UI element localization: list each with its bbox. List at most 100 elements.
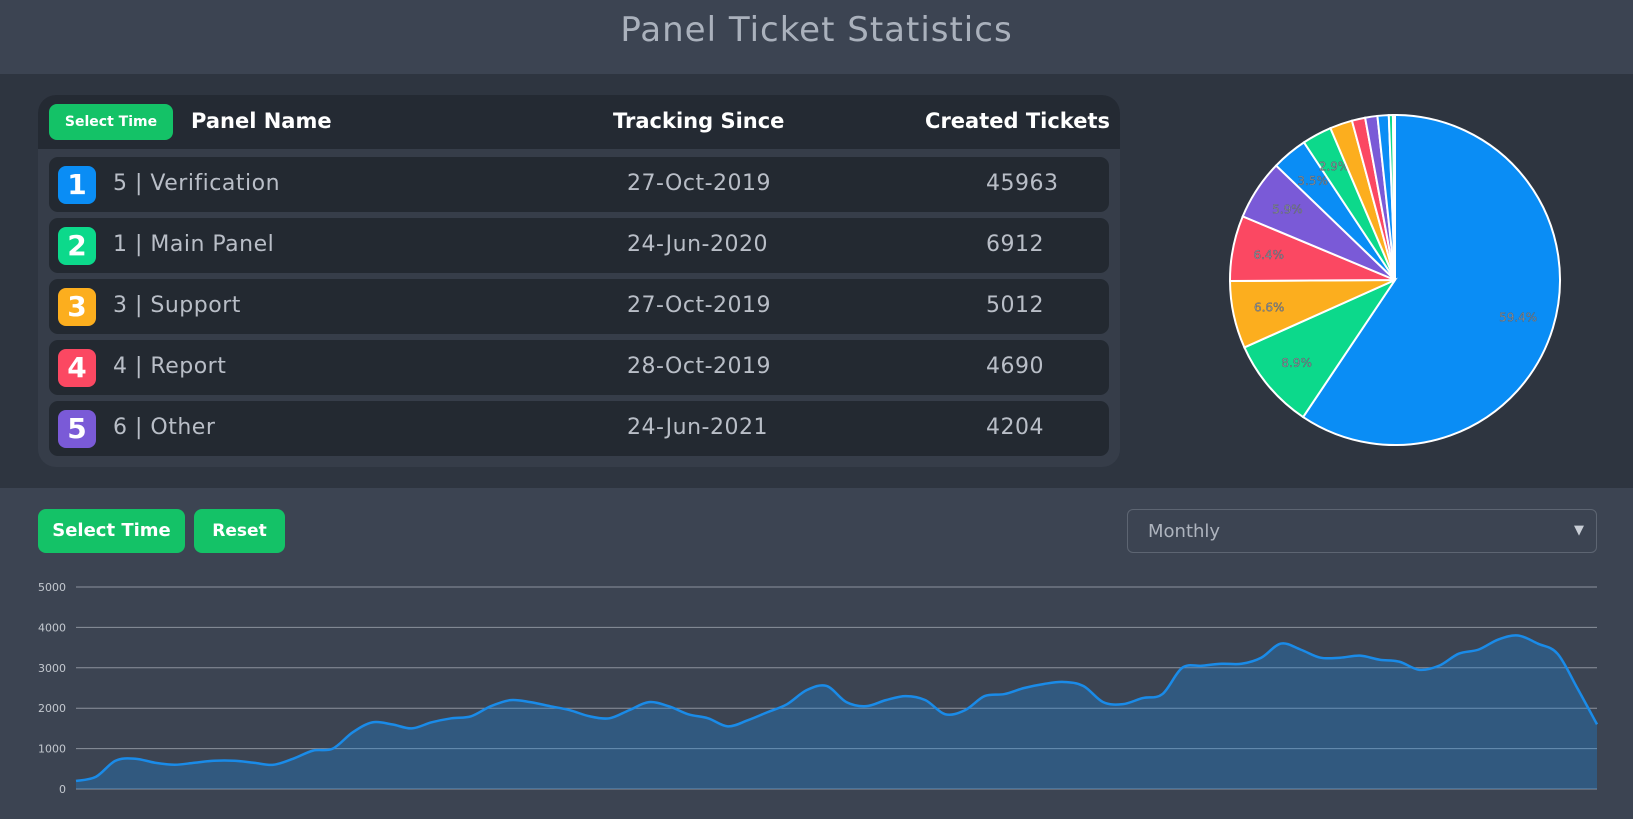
data-point[interactable] xyxy=(646,699,652,705)
data-point[interactable] xyxy=(172,762,178,768)
data-point[interactable] xyxy=(271,762,277,768)
data-point[interactable] xyxy=(330,746,336,752)
pie-slice[interactable] xyxy=(1301,113,1561,446)
data-point[interactable] xyxy=(350,729,356,735)
data-point[interactable] xyxy=(429,719,435,725)
data-point[interactable] xyxy=(1495,637,1501,643)
data-point[interactable] xyxy=(369,719,375,725)
data-point[interactable] xyxy=(508,697,514,703)
data-point[interactable] xyxy=(784,701,790,707)
data-point[interactable] xyxy=(982,693,988,699)
data-point[interactable] xyxy=(1179,665,1185,671)
data-point[interactable] xyxy=(1535,641,1541,647)
data-point[interactable] xyxy=(1377,657,1383,663)
data-point[interactable] xyxy=(409,725,415,731)
y-tick-label: 4000 xyxy=(38,621,66,634)
table-row: 3 3 | Support 27-Oct-2019 5012 xyxy=(49,279,1109,334)
panel-name: 4 | Report xyxy=(113,354,227,379)
data-point[interactable] xyxy=(883,697,889,703)
table-select-time-button[interactable]: Select Time xyxy=(49,104,173,140)
data-point[interactable] xyxy=(824,683,830,689)
data-point[interactable] xyxy=(863,703,869,709)
data-point[interactable] xyxy=(903,693,909,699)
data-point[interactable] xyxy=(152,760,158,766)
data-point[interactable] xyxy=(527,699,533,705)
data-point[interactable] xyxy=(1337,655,1343,661)
data-point[interactable] xyxy=(251,760,257,766)
reset-button[interactable]: Reset xyxy=(194,509,285,553)
column-header-tracking-since: Tracking Since xyxy=(613,109,785,133)
data-point[interactable] xyxy=(567,707,573,713)
data-point[interactable] xyxy=(725,723,731,729)
data-point[interactable] xyxy=(606,715,612,721)
data-point[interactable] xyxy=(1100,699,1106,705)
data-point[interactable] xyxy=(922,697,928,703)
y-tick-label: 5000 xyxy=(38,581,66,594)
data-point[interactable] xyxy=(113,758,119,764)
interval-select[interactable]: Monthly ▼ xyxy=(1127,509,1597,553)
data-point[interactable] xyxy=(310,748,316,754)
data-point[interactable] xyxy=(1554,651,1560,657)
data-point[interactable] xyxy=(1574,685,1580,691)
data-point[interactable] xyxy=(1219,661,1225,667)
data-point[interactable] xyxy=(1396,659,1402,665)
tracking-since: 24-Jun-2020 xyxy=(627,232,768,257)
data-point[interactable] xyxy=(1436,663,1442,669)
data-point[interactable] xyxy=(93,774,99,780)
data-point[interactable] xyxy=(1475,647,1481,653)
data-point[interactable] xyxy=(587,713,593,719)
pie-slice-label: 5.9% xyxy=(1272,202,1303,216)
data-point[interactable] xyxy=(1120,701,1126,707)
data-point[interactable] xyxy=(843,699,849,705)
data-point[interactable] xyxy=(290,756,296,762)
rank-badge: 4 xyxy=(58,349,96,387)
data-point[interactable] xyxy=(468,713,474,719)
data-point[interactable] xyxy=(1159,691,1165,697)
data-point[interactable] xyxy=(1140,695,1146,701)
data-point[interactable] xyxy=(1258,655,1264,661)
data-point[interactable] xyxy=(1080,683,1086,689)
data-point[interactable] xyxy=(1317,655,1323,661)
pie-slice[interactable] xyxy=(1391,113,1396,281)
column-header-created-tickets: Created Tickets xyxy=(925,109,1110,133)
data-point[interactable] xyxy=(231,758,237,764)
data-point[interactable] xyxy=(1041,681,1047,687)
data-point[interactable] xyxy=(132,756,138,762)
data-point[interactable] xyxy=(1021,685,1027,691)
data-point[interactable] xyxy=(1357,653,1363,659)
data-point[interactable] xyxy=(1515,632,1521,638)
data-point[interactable] xyxy=(211,758,217,764)
data-point[interactable] xyxy=(685,711,691,717)
table-row: 4 4 | Report 28-Oct-2019 4690 xyxy=(49,340,1109,395)
data-point[interactable] xyxy=(626,707,632,713)
data-point[interactable] xyxy=(192,760,198,766)
data-point[interactable] xyxy=(1061,679,1067,685)
data-point[interactable] xyxy=(547,703,553,709)
data-point[interactable] xyxy=(942,711,948,717)
data-point[interactable] xyxy=(1001,691,1007,697)
series-line[interactable] xyxy=(75,634,1599,783)
data-point[interactable] xyxy=(73,778,79,784)
data-point[interactable] xyxy=(745,717,751,723)
data-point[interactable] xyxy=(666,703,672,709)
data-point[interactable] xyxy=(1199,663,1205,669)
data-point[interactable] xyxy=(1594,721,1600,727)
data-point[interactable] xyxy=(705,715,711,721)
select-time-button[interactable]: Select Time xyxy=(38,509,185,553)
column-header-panel-name: Panel Name xyxy=(191,109,332,133)
data-point[interactable] xyxy=(804,687,810,693)
data-point[interactable] xyxy=(1416,667,1422,673)
data-point[interactable] xyxy=(1278,641,1284,647)
data-point[interactable] xyxy=(1238,661,1244,667)
tickets-over-time-chart: 0 1000 2000 3000 4000 5000 xyxy=(0,570,1633,819)
data-point[interactable] xyxy=(962,707,968,713)
data-point[interactable] xyxy=(448,715,454,721)
pie-slice[interactable] xyxy=(1243,277,1398,419)
data-point[interactable] xyxy=(1298,647,1304,653)
y-tick-label: 2000 xyxy=(38,702,66,715)
tracking-since: 24-Jun-2021 xyxy=(627,415,768,440)
data-point[interactable] xyxy=(488,703,494,709)
data-point[interactable] xyxy=(1456,651,1462,657)
data-point[interactable] xyxy=(389,721,395,727)
data-point[interactable] xyxy=(764,709,770,715)
